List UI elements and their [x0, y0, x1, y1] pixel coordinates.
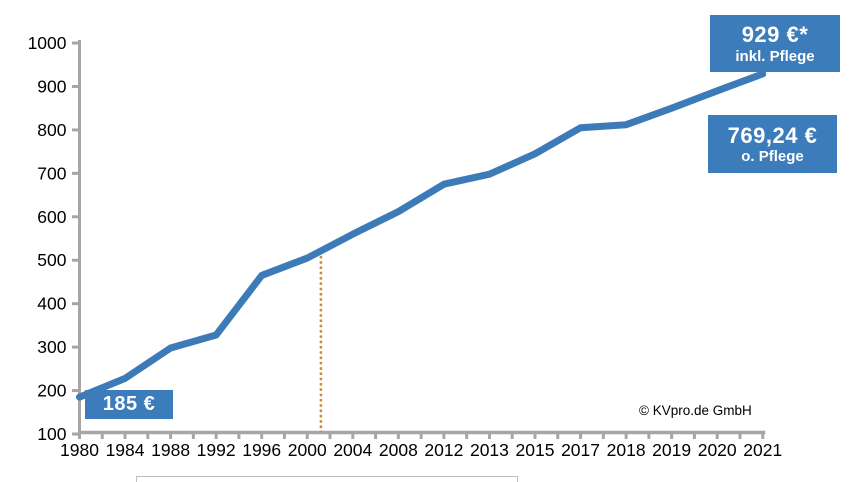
callout-2021-incl-pflege: 929 €* inkl. Pflege: [710, 15, 840, 72]
svg-text:700: 700: [37, 163, 66, 183]
legend-box-cutoff: [136, 476, 518, 482]
svg-text:200: 200: [37, 381, 66, 401]
svg-text:2019: 2019: [652, 440, 691, 460]
callout-1980-value-label: 185 €: [102, 393, 156, 415]
svg-text:500: 500: [37, 250, 66, 270]
svg-text:1980: 1980: [60, 440, 99, 460]
svg-text:1988: 1988: [151, 440, 190, 460]
svg-text:2017: 2017: [561, 440, 600, 460]
svg-text:900: 900: [37, 76, 66, 96]
svg-text:600: 600: [37, 207, 66, 227]
callout-2021-ohne-pflege: 769,24 € o. Pflege: [708, 115, 837, 173]
svg-text:300: 300: [37, 337, 66, 357]
svg-text:400: 400: [37, 294, 66, 314]
svg-text:1992: 1992: [197, 440, 236, 460]
svg-text:2021: 2021: [743, 440, 782, 460]
svg-text:800: 800: [37, 120, 66, 140]
callout-1980-value: 185 €: [85, 390, 173, 419]
svg-text:1000: 1000: [28, 33, 67, 53]
svg-text:2000: 2000: [288, 440, 327, 460]
svg-text:2012: 2012: [424, 440, 463, 460]
svg-text:100: 100: [37, 424, 66, 444]
copyright-notice: © KVpro.de GmbH: [639, 403, 752, 418]
callout-2021-ohne-sublabel: o. Pflege: [741, 148, 804, 166]
svg-text:2004: 2004: [333, 440, 372, 460]
svg-text:2015: 2015: [516, 440, 555, 460]
svg-text:2008: 2008: [379, 440, 418, 460]
svg-text:2018: 2018: [607, 440, 646, 460]
callout-2021-incl-value: 929 €*: [741, 22, 809, 48]
svg-text:2020: 2020: [698, 440, 737, 460]
callout-2021-ohne-value: 769,24 €: [727, 122, 818, 148]
svg-text:2013: 2013: [470, 440, 509, 460]
callout-2021-incl-sublabel: inkl. Pflege: [735, 47, 815, 65]
svg-text:1984: 1984: [106, 440, 145, 460]
svg-text:1996: 1996: [242, 440, 281, 460]
